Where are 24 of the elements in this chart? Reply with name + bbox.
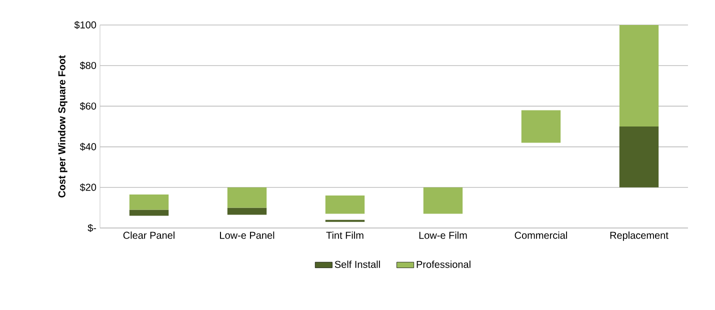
y-tick-label: $- bbox=[88, 224, 96, 232]
bar bbox=[619, 24, 659, 126]
y-tick-label: $100 bbox=[74, 20, 96, 30]
x-tick-label: Replacement bbox=[610, 232, 668, 241]
y-tick-label: $60 bbox=[80, 102, 96, 110]
y-tick-label: $80 bbox=[80, 62, 96, 70]
bar bbox=[227, 208, 267, 215]
y-tick-label: $40 bbox=[80, 142, 96, 151]
y-axis-title: Cost per Window Square Foot bbox=[58, 55, 68, 198]
bar bbox=[423, 187, 463, 214]
x-tick-label: Low-e Film bbox=[419, 232, 467, 239]
bar bbox=[619, 126, 659, 188]
x-tick-label: Commercial bbox=[514, 232, 567, 239]
bar bbox=[521, 110, 561, 143]
x-tick-label: Low-e Panel bbox=[220, 232, 274, 239]
bar bbox=[129, 210, 169, 216]
x-tick-label: Tint Film bbox=[326, 232, 364, 239]
bar bbox=[129, 194, 169, 210]
legend-label: Self Install bbox=[334, 260, 380, 268]
y-tick-label: $20 bbox=[80, 183, 96, 192]
bar bbox=[325, 196, 365, 214]
legend-label: Professional bbox=[416, 260, 470, 268]
x-tick-label: Clear Panel bbox=[123, 232, 174, 239]
bar bbox=[227, 187, 267, 208]
